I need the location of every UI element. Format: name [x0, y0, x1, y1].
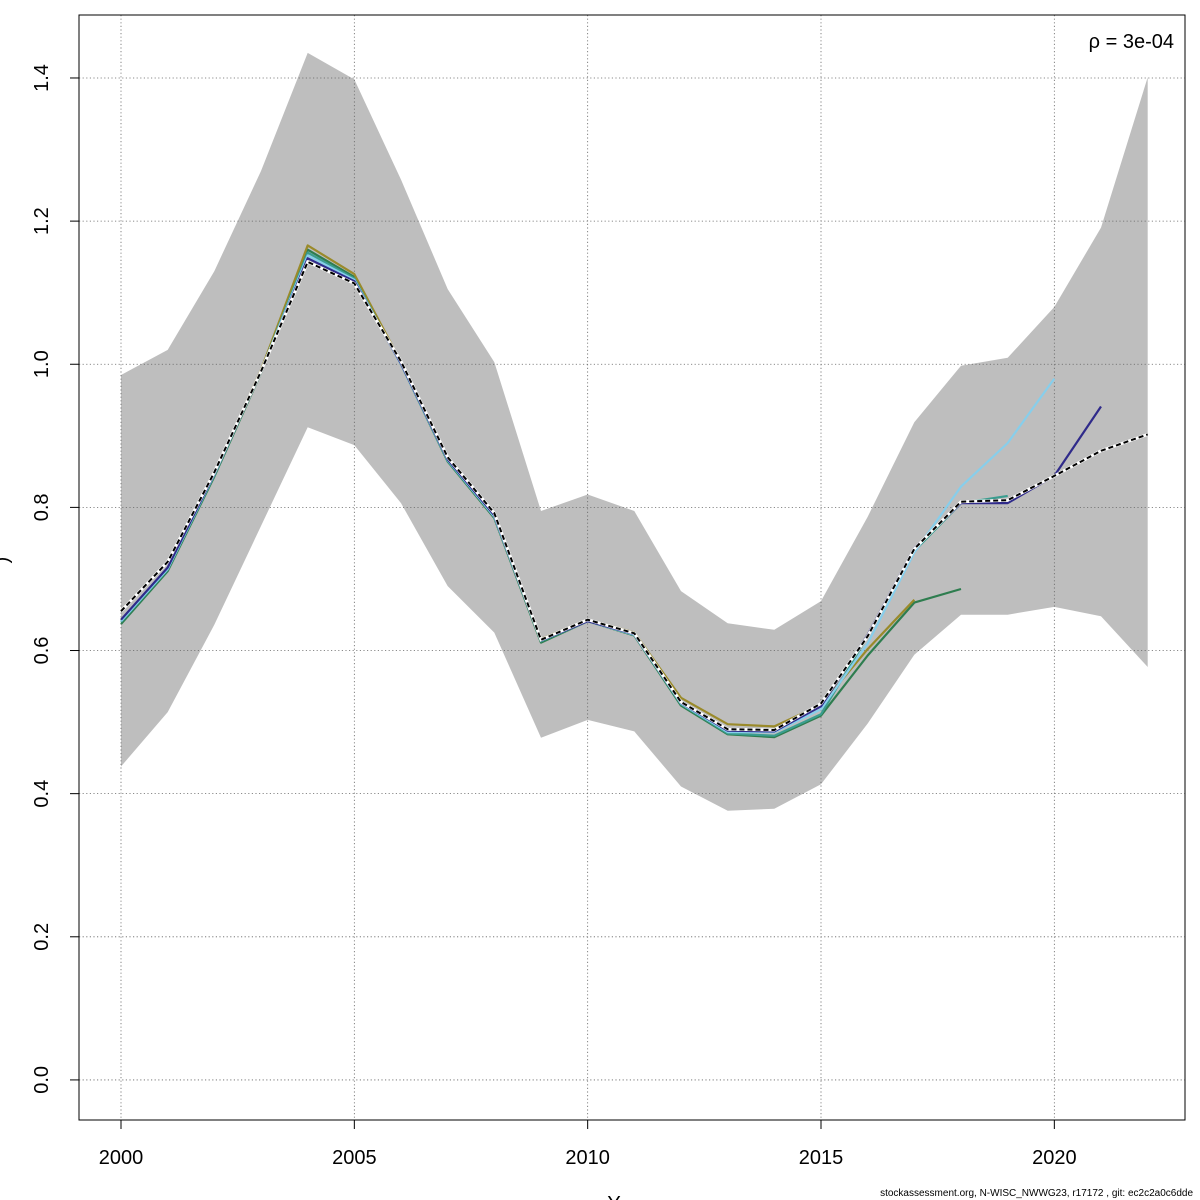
y-axis: 0.0 0.2 0.4 0.6 0.8 1.0 1.2 1.4: [31, 64, 79, 1094]
y-tick-label: 0.8: [31, 493, 53, 521]
footer-credit: stockassessment.org, N-WISC_NWWG23, r171…: [880, 1188, 1193, 1199]
rho-annotation: ρ = 3e-04: [1089, 31, 1174, 53]
x-tick-label: 2010: [565, 1147, 610, 1169]
y-tick-label: 0.0: [31, 1066, 53, 1094]
y-tick-label: 0.2: [31, 923, 53, 951]
x-tick-label: 2000: [99, 1147, 144, 1169]
x-axis-title: Y: [607, 1193, 620, 1200]
x-tick-label: 2005: [332, 1147, 377, 1169]
y-tick-label: 1.0: [31, 350, 53, 378]
x-axis: 2000 2005 2010 2015 2020: [99, 1120, 1077, 1169]
y-axis-title: ): [0, 557, 13, 564]
plot-frame: [78, 14, 1186, 1121]
y-tick-label: 1.4: [31, 64, 53, 92]
series-layer: [119, 244, 1149, 739]
confidence-band-layer: [121, 52, 1148, 811]
y-tick-label: 1.2: [31, 207, 53, 235]
series-line-terminal: [120, 260, 1149, 732]
confidence-band: [121, 52, 1148, 811]
x-tick-label: 2015: [799, 1147, 844, 1169]
y-tick-label: 0.4: [31, 780, 53, 808]
x-tick-label: 2020: [1032, 1147, 1077, 1169]
y-tick-label: 0.6: [31, 637, 53, 665]
